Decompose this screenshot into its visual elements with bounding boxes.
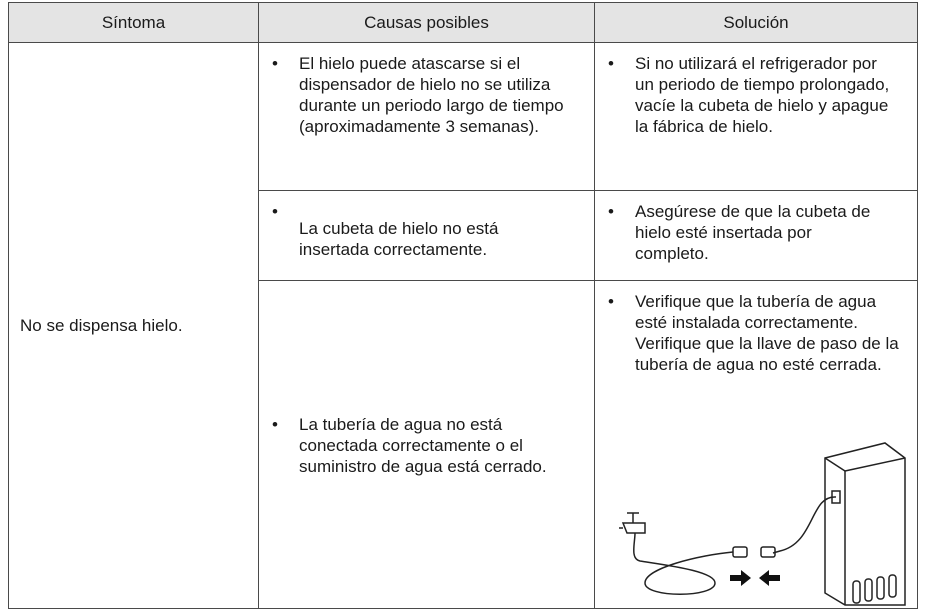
solution-cell: Asegúrese de que la cubeta de hielo esté… xyxy=(594,190,918,281)
cause-cell: La cubeta de hielo no está insertada cor… xyxy=(258,190,595,281)
header-cell: Síntoma xyxy=(8,2,259,43)
cause-cell: La tubería de agua no está conectada cor… xyxy=(258,280,595,609)
cause: La cubeta de hielo no está insertada cor… xyxy=(259,191,594,268)
symptom: No se dispensa hielo. xyxy=(8,42,259,609)
solution: Verifique que la tubería de agua esté in… xyxy=(595,281,917,383)
solution: Si no utilizará el refrigerador por un p… xyxy=(595,43,917,145)
cause: El hielo puede atascarse si el dispensad… xyxy=(259,43,594,145)
solution-cell: Si no utilizará el refrigerador por un p… xyxy=(594,42,918,191)
solution-cell: Verifique que la tubería de agua esté in… xyxy=(594,280,918,609)
troubleshooting-table: Síntoma Causas posibles Solución No se d… xyxy=(8,2,918,609)
row: La cubeta de hielo no está insertada cor… xyxy=(9,190,918,281)
row: La tubería de agua no está conectada cor… xyxy=(9,280,918,609)
header-cell: Solución xyxy=(594,2,918,43)
header-row: Síntoma Causas posibles Solución xyxy=(8,2,918,43)
connection-illustration xyxy=(619,442,906,606)
cause: La tubería de agua no está conectada cor… xyxy=(259,404,594,485)
header-cell: Causas posibles xyxy=(258,2,595,43)
row: No se dispensa hielo. El hielo puede ata… xyxy=(8,42,918,609)
cause-cell: El hielo puede atascarse si el dispensad… xyxy=(258,42,595,191)
solution: Asegúrese de que la cubeta de hielo esté… xyxy=(595,191,917,272)
